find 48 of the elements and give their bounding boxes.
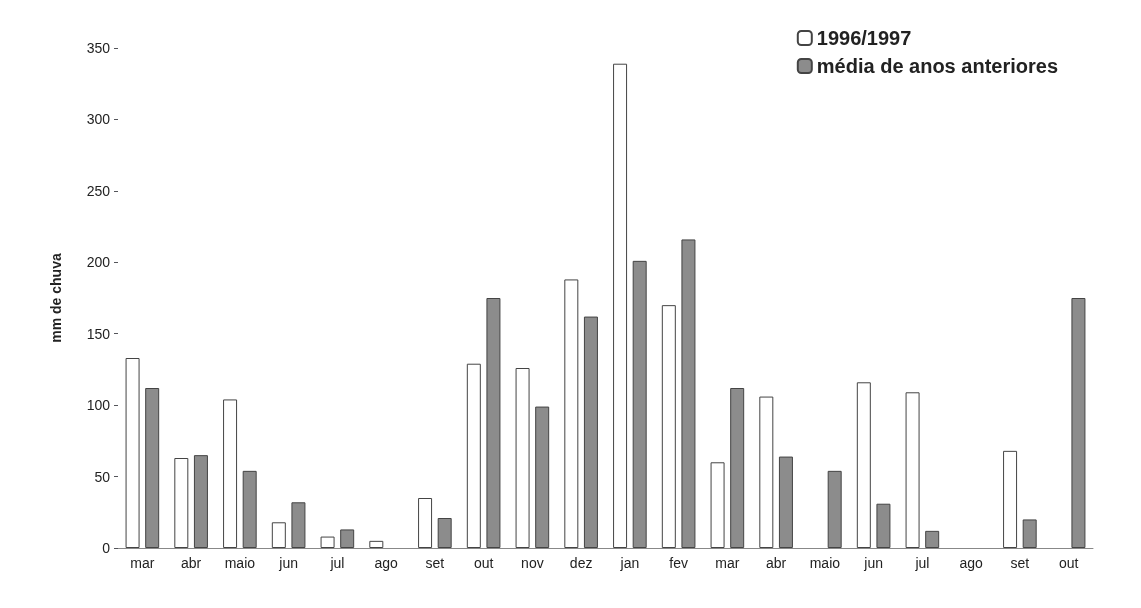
x-tick-label: jun: [863, 555, 883, 571]
x-tick-label: jun: [278, 555, 298, 571]
x-tick-label: abr: [766, 555, 787, 571]
y-tick-label: 0: [102, 540, 111, 556]
y-tick-label: 150: [86, 325, 111, 342]
y-axis-title: mm de chuva: [48, 253, 64, 343]
x-tick-label: nov: [521, 555, 544, 571]
bar: [418, 498, 433, 548]
x-tick-label: set: [425, 555, 445, 571]
x-tick-label: maio: [809, 555, 841, 571]
x-tick-label: set: [1010, 555, 1030, 571]
bar: [515, 368, 530, 548]
bar: [223, 399, 238, 548]
legend-label: média de anos anteriores: [816, 55, 1058, 77]
bar: [320, 536, 335, 548]
y-tick-label: 250: [86, 182, 111, 199]
bar: [661, 305, 676, 548]
bar: [125, 358, 140, 548]
x-tick-label: maio: [224, 555, 256, 571]
x-tick-label: out: [1058, 555, 1079, 571]
x-tick-label: fev: [669, 555, 688, 571]
x-tick-label: out: [473, 555, 494, 571]
bar: [466, 363, 481, 548]
x-tick-label: ago: [374, 555, 399, 571]
x-tick-label: jul: [329, 555, 345, 571]
x-tick-label: jan: [619, 555, 640, 571]
bar: [759, 396, 774, 548]
bar: [613, 63, 628, 548]
y-tick-label: 200: [86, 254, 111, 271]
x-tick-label: abr: [181, 555, 202, 571]
y-tick-label: 350: [86, 40, 111, 56]
y-tick-label: 300: [86, 111, 111, 128]
legend-label: 1996/1997: [816, 27, 912, 49]
bar: [1003, 450, 1018, 548]
bar: [271, 522, 286, 548]
bar: [564, 279, 579, 548]
y-tick-label: 50: [94, 468, 111, 485]
x-tick-label: mar: [130, 555, 155, 571]
bar: [174, 458, 189, 548]
y-tick-label: 100: [86, 397, 111, 414]
bar: [369, 540, 384, 548]
bar: [856, 382, 871, 548]
x-tick-label: mar: [715, 555, 740, 571]
x-tick-label: jul: [914, 555, 930, 571]
bar: [905, 392, 920, 548]
x-tick-label: dez: [569, 555, 593, 571]
x-tick-label: ago: [959, 555, 984, 571]
bar: [710, 462, 725, 548]
